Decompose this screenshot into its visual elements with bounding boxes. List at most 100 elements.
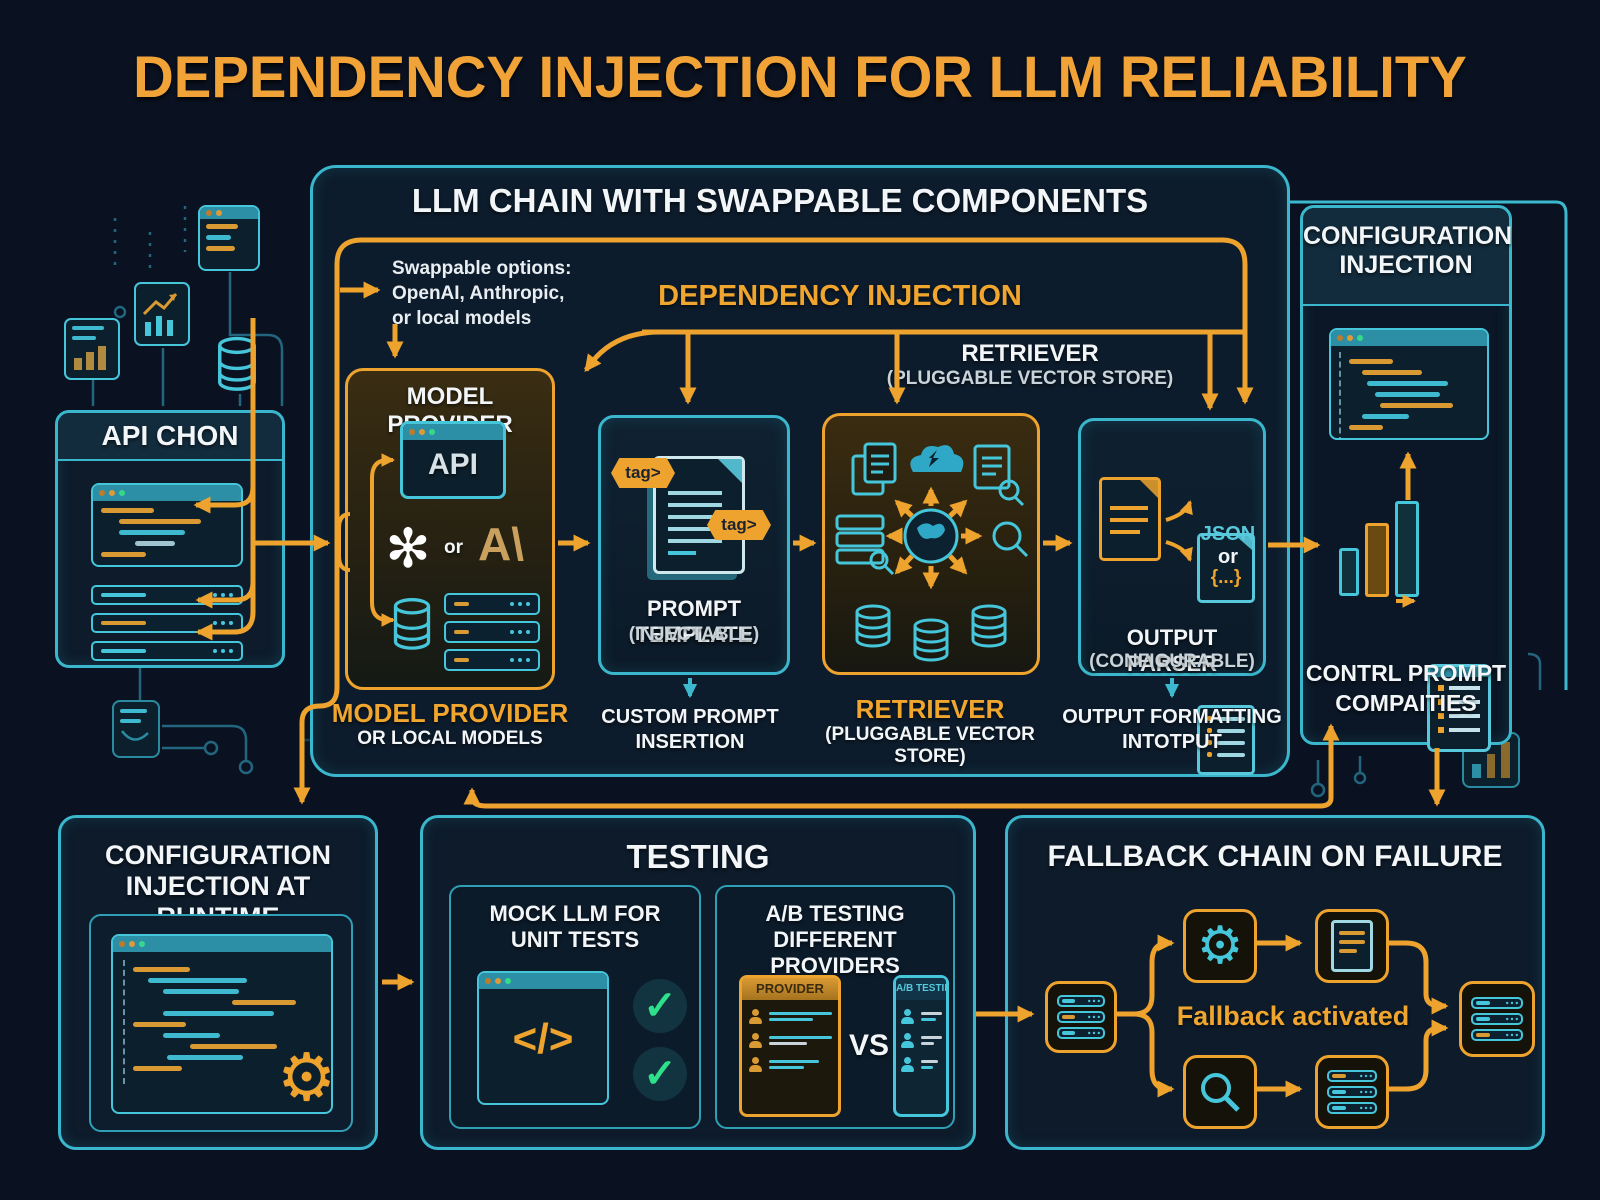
code-line	[1362, 370, 1422, 375]
list-document-icon	[1197, 705, 1255, 775]
model-provider-caption-2: OR LOCAL MODELS	[357, 728, 543, 749]
code-line	[163, 989, 240, 994]
gear-icon: ⚙	[277, 1040, 337, 1114]
server-row-icon	[91, 641, 243, 661]
code-line	[133, 967, 190, 972]
swappable-note: Swappable options: OpenAI, Anthropic, or…	[392, 256, 592, 331]
window-titlebar	[479, 973, 607, 989]
model-provider-box: MODEL PROVIDER API ✻ or A\	[345, 368, 555, 690]
code-line	[101, 508, 154, 513]
code-line	[206, 246, 235, 251]
output-parser-box: {...} JSON or OUTPUT PARSER (CONFIGURABL…	[1078, 418, 1266, 775]
code-line	[1375, 392, 1440, 397]
ab-card-label: A/B TESTING	[896, 978, 946, 1000]
server-row-icon	[444, 593, 540, 615]
tag-badge-icon: tag>	[707, 510, 771, 540]
code-line	[119, 530, 186, 535]
api-code-window-icon	[91, 483, 243, 567]
runtime-title-1: CONFIGURATION	[105, 840, 331, 870]
anthropic-logo-icon: A\	[478, 518, 524, 570]
code-glyph: </>	[512, 1015, 574, 1062]
retriever-annotation-line1: RETRIEVER	[961, 340, 1099, 367]
bar-chart-bar	[1395, 501, 1419, 597]
page-title: DEPENDENCY INJECTION FOR LLM RELIABILITY	[133, 45, 1467, 110]
prompt-template-caption-2: INSERTION	[635, 731, 745, 753]
configuration-injection-caption-2: COMPAITIES	[1335, 690, 1477, 716]
vs-label: VS	[849, 1029, 890, 1062]
prompt-template-caption-1: CUSTOM PROMPT	[601, 706, 779, 728]
mock-code-window-icon: </>	[477, 971, 609, 1105]
code-line	[190, 1044, 278, 1049]
decor-trend-chart-icon	[134, 282, 190, 346]
bar	[1501, 742, 1511, 778]
or-label: or	[1218, 546, 1238, 568]
fallback-source-server-node	[1045, 981, 1117, 1053]
code-line	[206, 235, 232, 240]
config-code-window-icon	[1329, 328, 1489, 440]
retriever-box	[822, 413, 1040, 675]
api-chain-title: API CHON	[101, 420, 239, 451]
mock-title-2: UNIT TESTS	[510, 927, 640, 952]
bar	[1472, 764, 1481, 778]
decor-code-window-icon	[198, 205, 260, 271]
retriever-caption-1: RETRIEVER	[855, 694, 1005, 724]
code-line	[1380, 403, 1453, 408]
mock-title-1: MOCK LLM FOR	[489, 901, 661, 926]
swappable-note-line2: OpenAI, Anthropic,	[392, 283, 565, 304]
window-titlebar	[113, 936, 331, 952]
window-titlebar	[200, 207, 258, 219]
server-row-icon	[91, 585, 243, 605]
testing-box: TESTING MOCK LLM FOR UNIT TESTS </> ✓ ✓ …	[420, 815, 976, 1150]
openai-logo-icon: ✻	[385, 519, 431, 579]
ab-title-2: DIFFERENT PROVIDERS	[770, 927, 900, 978]
prompt-template-title-2: (INJECTABLE)	[628, 624, 760, 645]
swappable-note-line3: or local models	[392, 308, 532, 329]
configuration-injection-title-1: CONFIGURATION	[1303, 222, 1513, 250]
tag-badge-icon: tag>	[611, 458, 675, 488]
bar	[1486, 754, 1496, 778]
server-row-icon	[444, 649, 540, 671]
output-parser-title-2: (CONFIGURABLE)	[1089, 651, 1255, 672]
prompt-template-title-1: PROMPT TEMPLATE	[635, 596, 753, 647]
fallback-box: FALLBACK CHAIN ON FAILURE ⚙	[1005, 815, 1545, 1150]
runtime-code-window-icon	[111, 934, 333, 1114]
testing-title: TESTING	[626, 838, 770, 875]
decor-report-icon	[64, 318, 120, 380]
fallback-document-node	[1315, 909, 1389, 983]
server-row-icon	[444, 621, 540, 643]
code-line	[167, 1055, 244, 1060]
fallback-server-node	[1315, 1055, 1389, 1129]
api-window-label: API	[427, 448, 478, 481]
configuration-injection-box: CONFIGURATION INJECTION CONTRL	[1300, 205, 1513, 752]
code-line	[148, 978, 247, 983]
runtime-inner-panel: ⚙	[89, 914, 353, 1132]
configuration-injection-header: CONFIGURATION INJECTION	[1303, 208, 1513, 306]
code-line	[1349, 359, 1394, 364]
llm-chain-title: LLM CHAIN WITH SWAPPABLE COMPONENTS	[411, 182, 1149, 219]
json-or-label: JSON or	[1193, 523, 1263, 569]
bar-chart-bar	[1365, 523, 1389, 597]
retriever-annotation: RETRIEVER (PLUGGABLE VECTOR STORE)	[870, 340, 1190, 390]
code-line	[231, 1000, 297, 1005]
output-parser-caption-2: INTOTPUT	[1122, 731, 1222, 753]
bar-chart-bar	[1339, 548, 1359, 596]
braces-glyph: {...}	[1210, 567, 1242, 588]
fallback-activated-label: Fallback activated	[1176, 1001, 1410, 1031]
provider-card-label: PROVIDER	[742, 978, 838, 1000]
retriever-caption-2: (PLUGGABLE VECTOR STORE)	[825, 724, 1035, 767]
provider-card: PROVIDER	[739, 975, 841, 1117]
decor-database-icon	[214, 336, 260, 399]
code-line	[206, 224, 239, 229]
server-row-icon	[91, 613, 243, 633]
api-chain-header: API CHON	[58, 413, 282, 461]
retriever-hub-icon	[835, 442, 1029, 662]
window-titlebar	[93, 485, 241, 501]
configuration-injection-title-2: INJECTION	[1339, 251, 1473, 279]
fallback-gear-node: ⚙	[1183, 909, 1257, 983]
code-line	[133, 1022, 187, 1027]
code-line	[1367, 381, 1448, 386]
configuration-injection-caption-1: CONTRL PROMPT	[1305, 660, 1507, 686]
code-line	[101, 552, 146, 557]
check-icon: ✓	[633, 979, 687, 1033]
